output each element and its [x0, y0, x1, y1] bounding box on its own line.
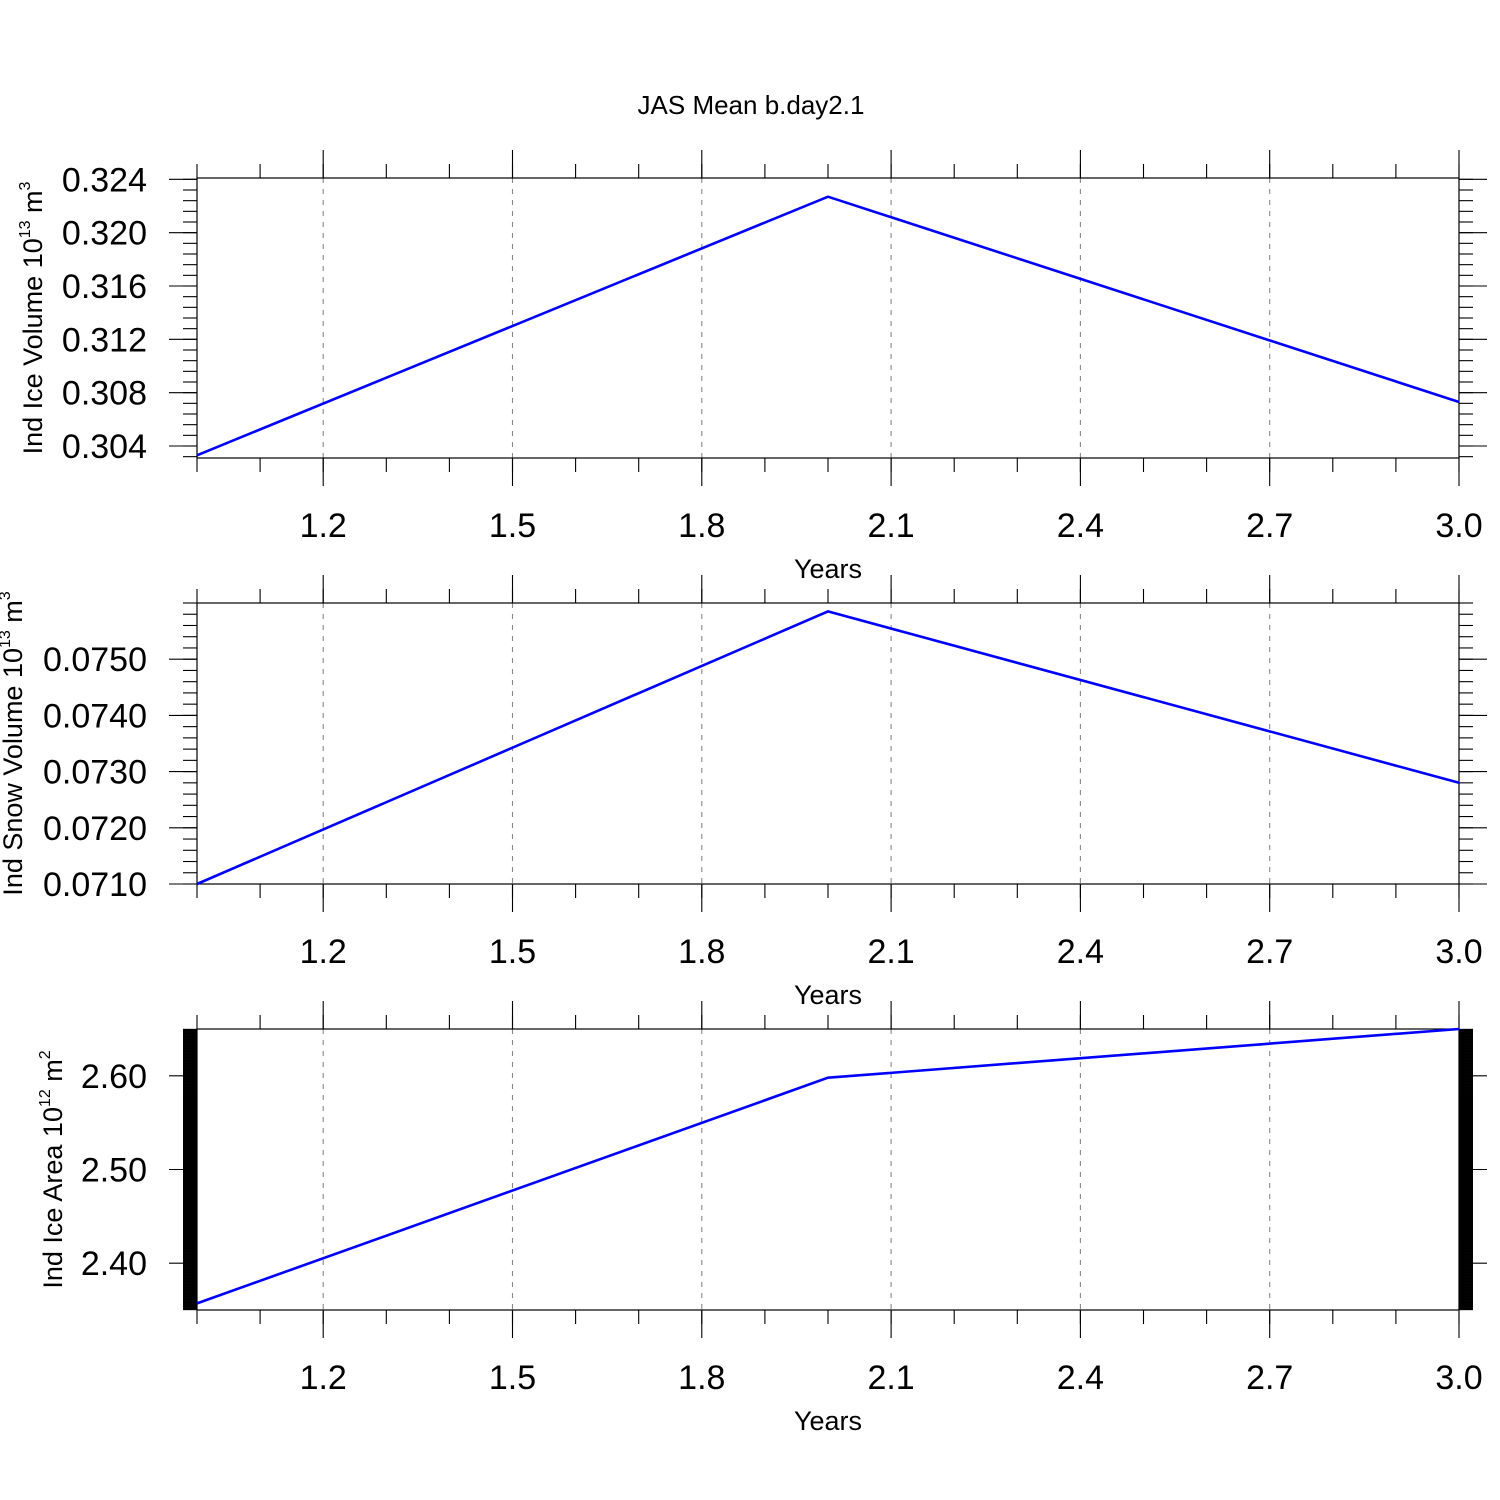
plot-frame — [196, 177, 1460, 459]
y-tick-label: 0.0710 — [43, 866, 147, 904]
x-axis-title: Years — [794, 980, 862, 1010]
y-tick-label: 0.320 — [62, 215, 147, 253]
y-axis-title: Ind Ice Volume 1013 m3 — [17, 181, 48, 454]
x-tick-label: 1.2 — [300, 507, 347, 545]
y-tick-label: 2.50 — [81, 1152, 147, 1190]
y-axis-title-unit-exp: 3 — [0, 591, 14, 600]
x-tick-label: 1.2 — [300, 1359, 347, 1397]
x-tick-label: 1.5 — [489, 507, 536, 545]
x-axis-title: Years — [794, 1406, 862, 1436]
figure-title: JAS Mean b.day2.1 — [638, 90, 865, 120]
plot-frame — [196, 1028, 1460, 1311]
x-tick-label: 2.7 — [1246, 933, 1293, 971]
y-axis-title: Ind Snow Volume 1013 m3 — [0, 591, 28, 895]
x-tick-label: 2.4 — [1057, 933, 1104, 971]
y-tick-label: 0.0730 — [43, 754, 147, 792]
panel-2: 1.2 1.5 1.8 2.1 2.4 2.7 3.0 0.0710 0.0720 0.0730 0… — [0, 575, 1487, 1010]
y-axis-title-unit: m — [38, 1059, 68, 1089]
y-axis-title-exp: 13 — [17, 220, 34, 238]
y-axis-title-exp: 12 — [37, 1089, 54, 1107]
y-tick-label: 2.40 — [81, 1245, 147, 1283]
y-axis-title-exp: 13 — [0, 630, 14, 648]
x-tick-label: 1.8 — [678, 1359, 725, 1397]
y-tick-label: 0.0750 — [43, 641, 147, 679]
y-tick-label: 0.316 — [62, 268, 147, 306]
x-tick-label: 1.2 — [300, 933, 347, 971]
panels: 1.2 1.5 1.8 2.1 2.4 2.7 3.0 0.304 0.308 0.312 0.31… — [0, 150, 1487, 1436]
y-tick-label: 0.308 — [62, 375, 147, 413]
y-axis-title-unit: m — [0, 600, 28, 630]
x-tick-label: 3.0 — [1435, 933, 1482, 971]
x-tick-label: 2.7 — [1246, 1359, 1293, 1397]
series-line — [196, 1027, 1460, 1305]
y-axis-title-base: Ind Ice Volume 10 — [18, 238, 48, 454]
x-tick-label: 2.1 — [867, 507, 914, 545]
plot-frame — [196, 602, 1460, 885]
x-tick-label: 1.5 — [489, 933, 536, 971]
x-tick-label: 2.1 — [867, 1359, 914, 1397]
y-axis-title-unit-exp: 3 — [17, 181, 34, 190]
x-axis-title: Years — [794, 554, 862, 584]
y-tick-label: 0.0720 — [43, 810, 147, 848]
y-tick-label: 0.304 — [62, 428, 147, 466]
y-axis-title-base: Ind Snow Volume 10 — [0, 648, 28, 896]
y-axis-title: Ind Ice Area 1012 m2 — [37, 1050, 68, 1288]
panel-3: 1.2 1.5 1.8 2.1 2.4 2.7 3.0 2.40 2.50 2.60 Years In… — [37, 1001, 1487, 1436]
series-line — [196, 610, 1460, 886]
x-tick-label: 2.4 — [1057, 507, 1104, 545]
y-tick-label: 0.324 — [62, 161, 147, 199]
x-tick-label: 3.0 — [1435, 1359, 1482, 1397]
series-line — [196, 195, 1460, 457]
x-tick-label: 1.8 — [678, 507, 725, 545]
x-tick-label: 3.0 — [1435, 507, 1482, 545]
x-tick-label: 2.1 — [867, 933, 914, 971]
x-tick-label: 1.5 — [489, 1359, 536, 1397]
y-axis-title-base: Ind Ice Area 10 — [38, 1107, 68, 1289]
y-axis-title-unit: m — [18, 190, 48, 220]
x-tick-label: 2.7 — [1246, 507, 1293, 545]
y-axis-title-unit-exp: 2 — [37, 1050, 54, 1059]
panel-1: 1.2 1.5 1.8 2.1 2.4 2.7 3.0 0.304 0.308 0.312 0.31… — [17, 150, 1487, 584]
x-tick-label: 2.4 — [1057, 1359, 1104, 1397]
y-tick-label: 2.60 — [81, 1058, 147, 1096]
x-tick-label: 1.8 — [678, 933, 725, 971]
y-tick-label: 0.312 — [62, 321, 147, 359]
y-tick-label: 0.0740 — [43, 697, 147, 735]
